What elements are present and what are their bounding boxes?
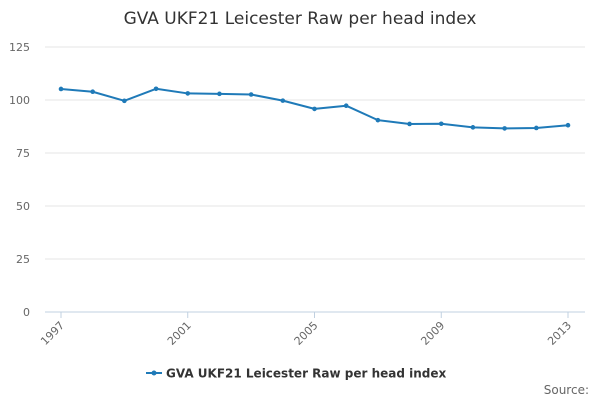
data-point[interactable] [153, 86, 159, 92]
data-point[interactable] [470, 125, 476, 130]
gridlines [45, 46, 585, 313]
series-layer [58, 86, 571, 131]
x-tick-label: 1997 [38, 319, 67, 348]
data-point[interactable] [280, 98, 286, 103]
data-point[interactable] [248, 92, 254, 97]
data-point[interactable] [407, 121, 412, 127]
data-point[interactable] [122, 98, 127, 104]
legend-point-marker [151, 370, 157, 376]
y-tick-label: 125 [9, 41, 30, 54]
x-tick-label: 2009 [418, 319, 447, 348]
y-tick-label: 100 [9, 94, 30, 107]
data-point[interactable] [565, 122, 571, 128]
legend-label[interactable]: GVA UKF21 Leicester Raw per head index [166, 367, 447, 381]
source-label: Source: [544, 383, 589, 397]
x-tick-label: 2001 [165, 319, 194, 348]
y-axis-tick-labels: 0 25 50 75 100 125 [9, 41, 30, 319]
x-tick-label: 2013 [545, 319, 574, 348]
data-point[interactable] [217, 91, 222, 97]
legend[interactable]: GVA UKF21 Leicester Raw per head index [146, 367, 447, 381]
y-tick-label: 0 [23, 306, 30, 319]
y-tick-label: 50 [16, 200, 30, 213]
data-point[interactable] [375, 117, 381, 123]
chart-title: GVA UKF21 Leicester Raw per head index [124, 9, 477, 29]
data-point[interactable] [312, 106, 317, 112]
data-point[interactable] [438, 121, 444, 127]
y-tick-label: 25 [16, 253, 30, 266]
y-tick-label: 75 [16, 147, 30, 160]
x-tick-label: 2005 [292, 319, 321, 348]
data-point[interactable] [343, 103, 349, 109]
data-point[interactable] [58, 86, 64, 92]
data-point[interactable] [185, 91, 191, 96]
data-point[interactable] [534, 125, 539, 131]
data-point[interactable] [502, 126, 507, 131]
x-axis-tick-labels: 1997 2001 2005 2009 2013 [38, 312, 574, 348]
data-point[interactable] [90, 89, 95, 95]
